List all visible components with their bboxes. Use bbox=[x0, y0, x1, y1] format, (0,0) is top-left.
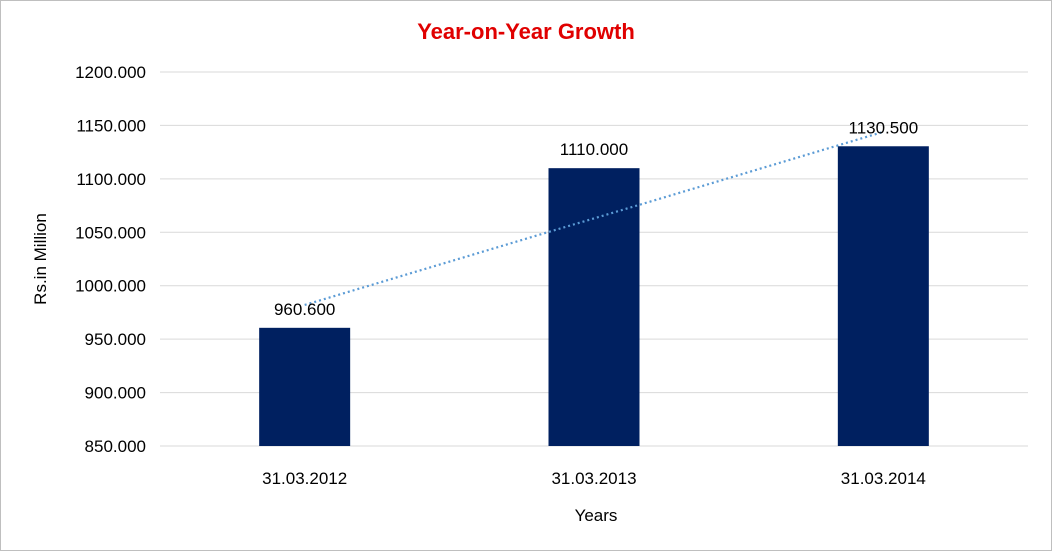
data-labels: 960.600 1110.000 1130.500 bbox=[274, 118, 918, 319]
y-tick-label: 950.000 bbox=[85, 330, 146, 349]
bar bbox=[837, 146, 929, 446]
bars bbox=[259, 146, 929, 446]
y-tick-label: 900.000 bbox=[85, 384, 146, 403]
x-tick-label: 31.03.2013 bbox=[551, 469, 636, 488]
x-tick-label: 31.03.2012 bbox=[262, 469, 347, 488]
y-axis-ticks: 850.000 900.000 950.000 1000.000 1050.000 110… bbox=[75, 63, 146, 456]
y-tick-label: 1000.000 bbox=[75, 277, 146, 296]
bar bbox=[259, 327, 351, 446]
x-tick-label: 31.03.2014 bbox=[841, 469, 926, 488]
y-tick-label: 1200.000 bbox=[75, 63, 146, 82]
trendline bbox=[304, 130, 884, 307]
x-axis-title: Years bbox=[575, 506, 618, 525]
bar bbox=[548, 168, 640, 446]
y-tick-label: 1050.000 bbox=[75, 223, 146, 242]
y-axis-title: Rs.in Million bbox=[31, 213, 50, 305]
data-label: 1130.500 bbox=[849, 118, 919, 137]
y-tick-label: 1100.000 bbox=[76, 170, 146, 189]
y-tick-label: 850.000 bbox=[85, 437, 146, 456]
y-tick-label: 1150.000 bbox=[76, 116, 146, 135]
data-label: 960.600 bbox=[274, 300, 335, 319]
chart-title: Year-on-Year Growth bbox=[417, 19, 635, 44]
x-axis-ticks: 31.03.2012 31.03.2013 31.03.2014 bbox=[262, 469, 926, 488]
trendline-group bbox=[304, 130, 884, 307]
data-label: 1110.000 bbox=[560, 140, 628, 159]
